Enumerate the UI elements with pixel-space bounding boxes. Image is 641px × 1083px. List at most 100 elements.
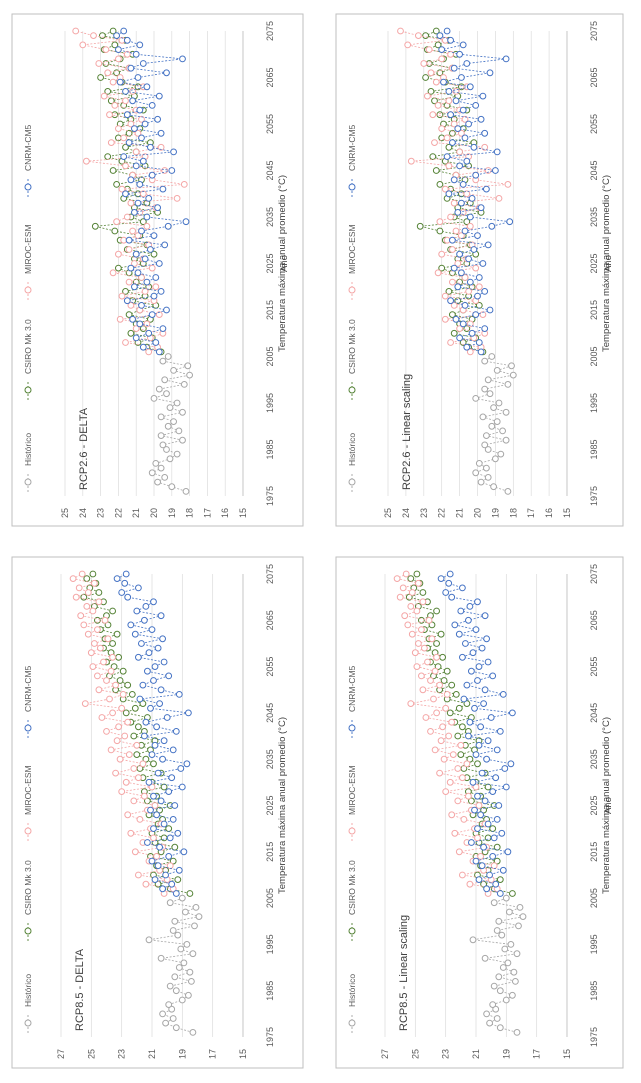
data-point [148,783,156,791]
data-point [495,802,503,809]
legend-label: MIROC-ESM [347,765,357,815]
data-point [81,700,89,707]
data-point [466,83,474,91]
data-point [118,589,126,596]
series-line [151,356,190,492]
data-point [195,913,203,920]
data-point [135,723,142,731]
y-tick-label: 15 [562,1049,572,1059]
data-point [463,190,471,198]
x-tick-label: 1985 [265,439,275,459]
data-point [150,232,158,240]
data-point [106,111,113,119]
data-point [489,1001,497,1008]
data-point [475,876,483,883]
data-point [160,834,168,842]
data-point [127,329,135,337]
data-point [447,339,455,346]
data-point [157,464,165,472]
data-point [122,143,129,151]
data-point [155,385,163,393]
data-point [477,723,485,731]
x-tick-label: 2025 [589,253,599,273]
data-point [451,829,459,837]
data-point [454,260,462,267]
data-point [83,575,91,582]
data-point [104,635,112,643]
data-point [175,691,183,698]
data-point [95,598,103,606]
data-point [152,339,160,346]
data-point [455,704,463,712]
data-point [122,162,129,170]
data-point [164,222,172,230]
data-point [121,579,129,587]
y-axis-title: Temperatura máxima anual promedio (°C) [277,175,288,352]
data-point [484,737,492,745]
data-point [438,55,446,63]
legend-entry: CSIRO Mk 3.0 [347,319,357,400]
data-point [493,843,501,851]
data-point [474,232,481,240]
data-point [134,74,142,81]
data-point [480,700,488,707]
data-point [178,783,186,791]
data-point [72,593,80,601]
data-point [432,167,440,174]
data-point [91,640,98,647]
data-point [432,27,440,35]
data-point [495,399,503,407]
data-point [79,41,87,49]
data-point [144,839,151,846]
data-point [477,811,485,819]
data-point [449,751,457,758]
data-point [147,704,154,712]
data-point [499,964,507,971]
data-point [407,157,415,165]
data-point [185,991,192,999]
data-point [157,432,165,440]
data-point [397,27,404,35]
data-point [493,1015,501,1022]
y-tick-label: 25 [60,508,70,518]
data-point [150,825,157,832]
data-point [442,704,450,712]
data-point [466,278,474,286]
data-point [490,404,498,412]
data-point [457,751,465,758]
data-point [150,292,158,300]
legend-label: CSIRO Mk 3.0 [347,860,357,915]
data-point [129,315,137,323]
legend-marker [348,478,356,486]
data-point [119,691,127,698]
data-point [429,153,437,161]
data-point [135,871,142,879]
data-point [150,792,157,800]
legend-marker [348,286,356,294]
data-point [119,667,127,675]
legend-label: CSIRO Mk 3.0 [23,860,33,915]
data-point [136,695,144,703]
x-tick-label: 1975 [589,486,599,506]
data-point [154,115,162,123]
data-point [418,626,425,633]
data-point [145,348,153,356]
data-point [434,102,442,109]
data-point [422,74,430,81]
data-point [150,834,157,842]
data-point [157,797,165,805]
x-tick-label: 2035 [265,207,275,227]
data-point [159,185,167,193]
data-point [172,728,180,735]
data-point [179,436,186,444]
data-point [163,714,171,721]
data-point [118,788,126,795]
y-tick-label: 20 [473,508,483,518]
data-point [433,607,441,615]
data-point [460,695,468,703]
legend-entry: CNRM-CM5 [23,665,33,738]
legend-marker [348,927,356,935]
data-point [130,732,138,740]
y-tick-label: 19 [167,508,177,518]
data-point [415,32,422,39]
